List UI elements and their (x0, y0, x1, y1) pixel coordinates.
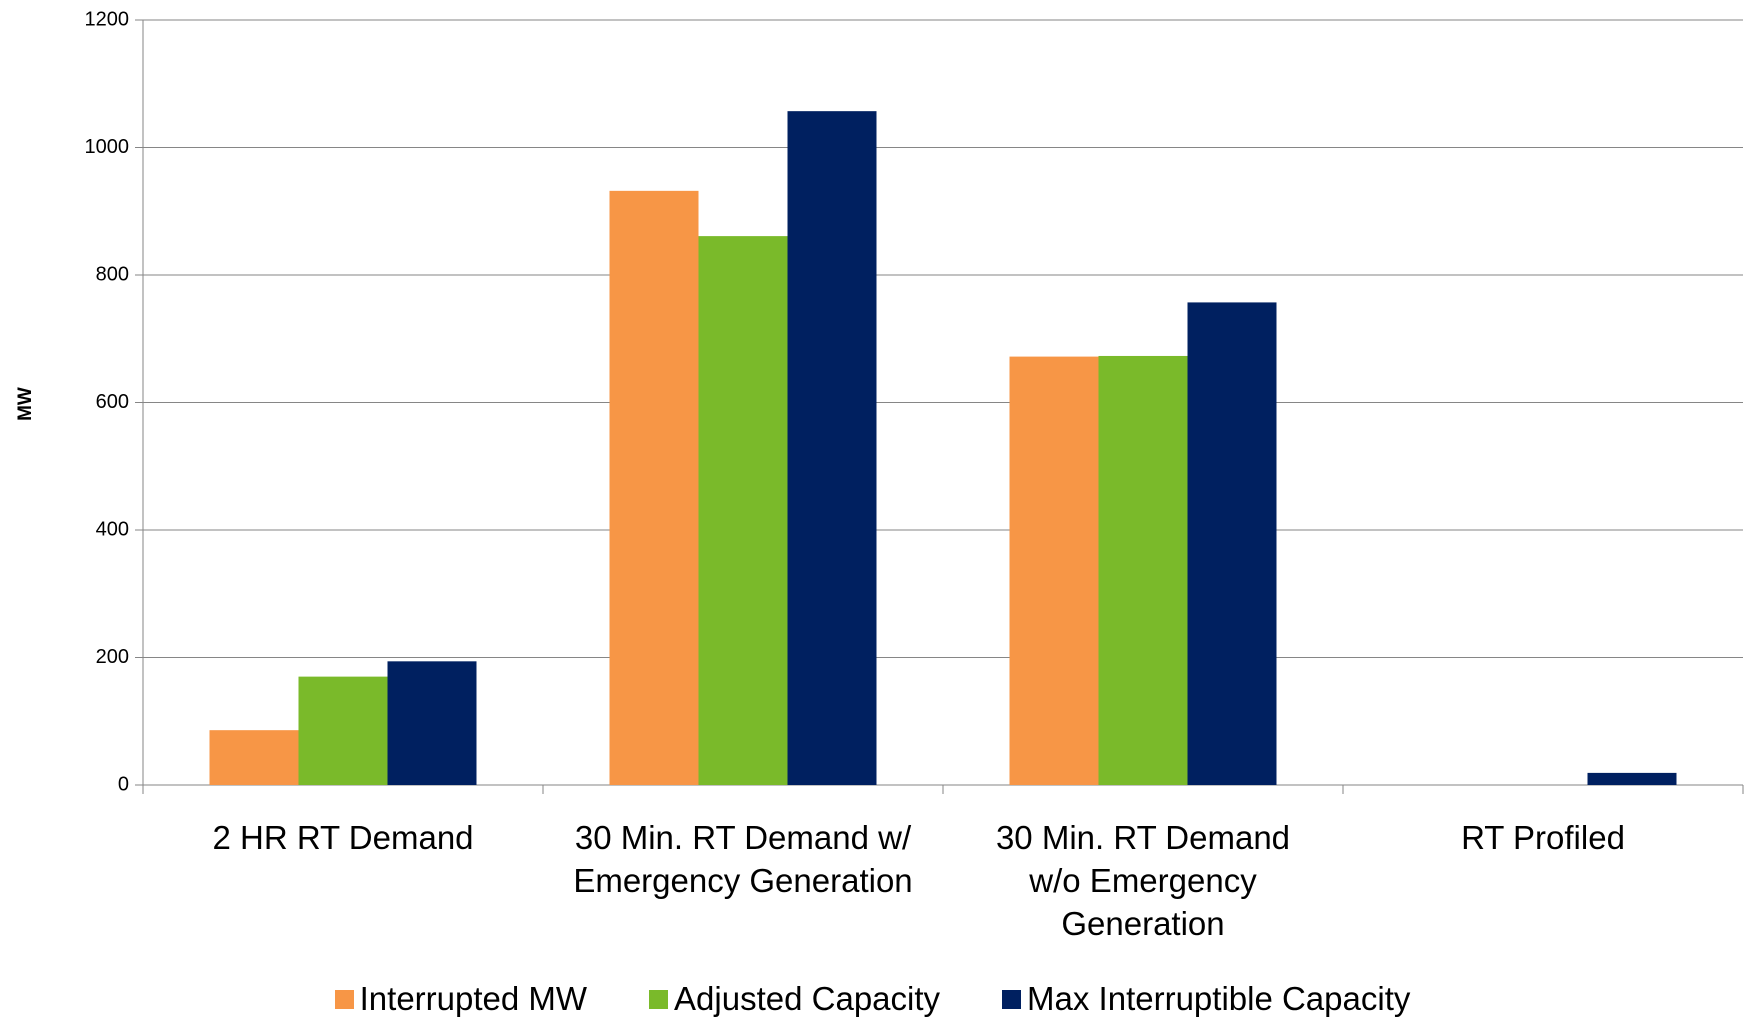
y-tick-label: 1000 (85, 136, 130, 158)
legend-swatch (649, 989, 669, 1009)
bar (1098, 355, 1188, 785)
bar (1009, 356, 1099, 785)
bar (787, 111, 877, 786)
y-axis-label: MW (15, 387, 36, 421)
x-tick-label: 30 Min. RT Demand w/o Emergency Generati… (995, 819, 1291, 942)
bar (1187, 302, 1277, 785)
y-tick-label: 0 (118, 773, 129, 795)
bar (698, 236, 788, 786)
bar (609, 190, 699, 786)
legend-swatch (334, 989, 354, 1009)
bar (209, 730, 299, 785)
legend-item: Max Interruptible Capacity (1002, 980, 1410, 1018)
legend-label: Max Interruptible Capacity (1027, 980, 1411, 1017)
x-tick-label: 30 Min. RT Demand w/ Emergency Generatio… (573, 819, 913, 899)
y-tick-label: 1200 (85, 8, 130, 30)
legend-swatch (1002, 989, 1022, 1009)
legend-label: Adjusted Capacity (674, 980, 941, 1017)
bar (298, 676, 388, 785)
bar (387, 661, 477, 785)
y-tick-label: 600 (96, 391, 129, 413)
x-tick-label: RT Profiled (1461, 819, 1625, 856)
x-tick-label: 2 HR RT Demand (212, 819, 474, 856)
legend-item: Interrupted MW (334, 980, 588, 1018)
legend-label: Interrupted MW (359, 980, 588, 1017)
legend-item: Adjusted Capacity (649, 980, 940, 1018)
bar (1587, 772, 1677, 785)
y-tick-label: 800 (96, 263, 129, 285)
y-tick-label: 400 (96, 518, 129, 540)
legend: Interrupted MW Adjusted Capacity Max Inter… (0, 980, 1745, 1018)
y-tick-label: 200 (96, 646, 129, 668)
